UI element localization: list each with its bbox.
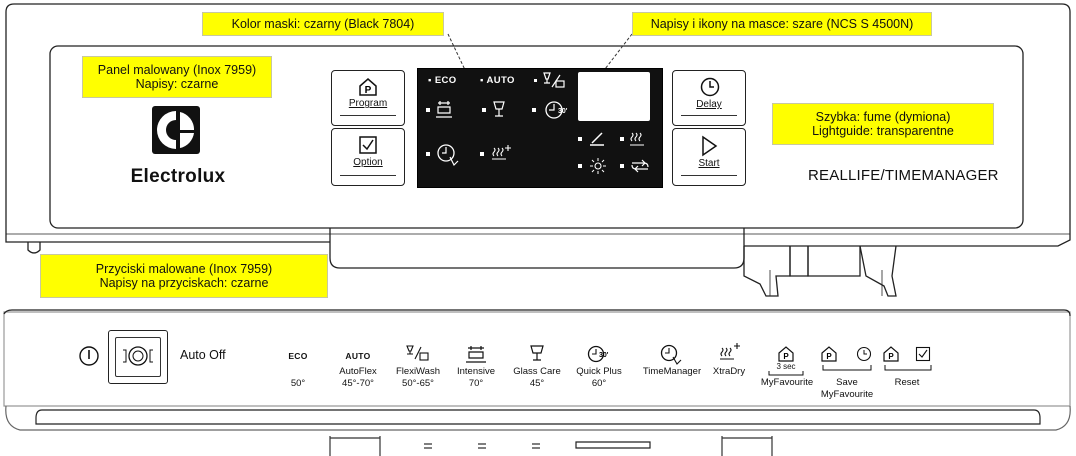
auto-off-label: Auto Off bbox=[180, 348, 226, 362]
upper-panel-outline bbox=[5, 3, 1071, 297]
display-mask: ▪ ECO ▪ AUTO 30' bbox=[417, 68, 663, 188]
svg-text:P: P bbox=[826, 352, 832, 361]
rinse-aid-icon bbox=[578, 132, 604, 146]
option-icon bbox=[359, 136, 377, 154]
prog-glass-care-name: Glass Care bbox=[513, 366, 561, 377]
note-mask-color: Kolor maski: czarny (Black 7804) bbox=[202, 12, 444, 36]
save-bracket bbox=[822, 365, 872, 371]
prog-glass-care-icon bbox=[530, 345, 544, 361]
light-icon bbox=[578, 158, 606, 174]
power-button[interactable] bbox=[108, 330, 168, 384]
prog-intensive-temp: 70° bbox=[468, 378, 484, 389]
prog-intensive-name: Intensive bbox=[456, 366, 496, 377]
electrolux-logo-icon bbox=[152, 106, 200, 154]
reset-option-icon bbox=[915, 346, 931, 362]
xtradry-indicator-icon bbox=[620, 132, 644, 146]
prog-flexiwash-icon bbox=[406, 345, 429, 361]
prog-quick-plus-temp: 60° bbox=[591, 378, 607, 389]
prog-timemanager-icon bbox=[660, 344, 682, 365]
quick-plus-icon: 30' bbox=[532, 101, 568, 119]
delay-button[interactable]: Delay bbox=[672, 70, 746, 126]
note-mask-color-text: Kolor maski: czarny (Black 7804) bbox=[231, 17, 415, 31]
prog-xtradry-name: XtraDry bbox=[712, 366, 746, 377]
power-button-knob-icon bbox=[123, 346, 153, 366]
auto-indicator: ▪ AUTO bbox=[480, 75, 515, 86]
glass-care-icon bbox=[482, 101, 505, 117]
myfav-label: MyFavourite bbox=[760, 377, 814, 388]
note-mask-text-text: Napisy i ikony na masce: szare (NCS S 45… bbox=[650, 17, 914, 31]
note-glass: Szybka: fume (dymiona) Lightguide: trans… bbox=[772, 103, 994, 145]
play-icon bbox=[702, 135, 718, 157]
delay-label: Delay bbox=[696, 99, 722, 110]
time-display-window bbox=[578, 72, 650, 121]
lower-panel-outline bbox=[3, 309, 1071, 456]
save-delay-icon bbox=[856, 346, 872, 362]
save-label-line2: MyFavourite bbox=[820, 389, 874, 400]
power-button-frame bbox=[115, 337, 161, 377]
auto-label: AUTO bbox=[486, 75, 515, 86]
prog-intensive-icon bbox=[466, 346, 486, 363]
svg-text:P: P bbox=[783, 352, 789, 361]
prog-timemanager-name: TimeManager bbox=[642, 366, 702, 377]
machine-care-icon bbox=[620, 159, 649, 173]
reset-program-icon: P bbox=[883, 346, 899, 362]
prog-xtradry-icon bbox=[720, 343, 740, 360]
brand-name: Electrolux bbox=[130, 166, 226, 187]
prog-flexiwash-name: FlexiWash bbox=[396, 366, 440, 377]
start-label: Start bbox=[698, 158, 720, 169]
note-panel: Panel malowany (Inox 7959) Napisy: czarn… bbox=[82, 56, 272, 98]
svg-text:P: P bbox=[365, 85, 372, 96]
note-glass-line1: Szybka: fume (dymiona) bbox=[815, 110, 951, 124]
note-buttons-line1: Przyciski malowane (Inox 7959) bbox=[95, 262, 273, 276]
prog-eco-name: ECO bbox=[288, 351, 308, 361]
flexiwash-icon bbox=[534, 72, 565, 88]
eco-indicator: ▪ ECO bbox=[428, 75, 457, 86]
option-button[interactable]: Option bbox=[331, 128, 405, 186]
myfav-bracket bbox=[768, 371, 804, 376]
note-panel-line2: Napisy: czarne bbox=[135, 77, 219, 91]
prog-auto-sub: AutoFlex bbox=[339, 366, 377, 377]
intensive-icon bbox=[426, 101, 452, 118]
myfav-program-icon: P bbox=[778, 346, 794, 362]
delay-icon bbox=[700, 77, 720, 97]
svg-text:30': 30' bbox=[599, 352, 609, 359]
eco-label: ECO bbox=[434, 75, 457, 86]
note-panel-line1: Panel malowany (Inox 7959) bbox=[97, 63, 257, 77]
prog-auto-temp: 45°-70° bbox=[342, 378, 374, 389]
option-lightguide bbox=[340, 175, 396, 176]
note-glass-line2: Lightguide: transparentne bbox=[812, 124, 954, 138]
delay-lightguide bbox=[681, 115, 737, 116]
note-mask-text: Napisy i ikony na masce: szare (NCS S 45… bbox=[632, 12, 932, 36]
svg-text:P: P bbox=[888, 352, 894, 361]
power-icon[interactable] bbox=[78, 345, 100, 367]
program-label: Program bbox=[348, 98, 388, 109]
save-program-icon: P bbox=[821, 346, 837, 362]
prog-auto-name: AUTO bbox=[345, 351, 371, 361]
reset-bracket bbox=[884, 365, 932, 371]
series-name: REALLIFE/TIMEMANAGER bbox=[808, 167, 999, 184]
program-button[interactable]: P Program bbox=[331, 70, 405, 126]
prog-quick-plus-name: Quick Plus bbox=[576, 366, 622, 377]
reset-label: Reset bbox=[894, 377, 920, 388]
program-icon: P bbox=[359, 78, 377, 96]
start-lightguide bbox=[681, 175, 737, 176]
prog-eco-temp: 50° bbox=[290, 378, 306, 389]
myfav-hold-label: 3 sec bbox=[776, 362, 796, 371]
timemanager-icon bbox=[426, 144, 459, 167]
start-button[interactable]: Start bbox=[672, 128, 746, 186]
xtradry-icon bbox=[480, 145, 511, 160]
save-label-line1: Save bbox=[836, 377, 858, 388]
svg-text:30': 30' bbox=[558, 108, 568, 115]
prog-glass-care-temp: 45° bbox=[529, 378, 545, 389]
note-buttons: Przyciski malowane (Inox 7959) Napisy na… bbox=[40, 254, 328, 298]
prog-quick-plus-icon: 30' bbox=[587, 345, 609, 363]
option-label: Option bbox=[353, 157, 383, 168]
note-buttons-line2: Napisy na przyciskach: czarne bbox=[99, 276, 269, 290]
program-lightguide bbox=[340, 115, 396, 116]
prog-flexiwash-temp: 50°-65° bbox=[402, 378, 434, 389]
